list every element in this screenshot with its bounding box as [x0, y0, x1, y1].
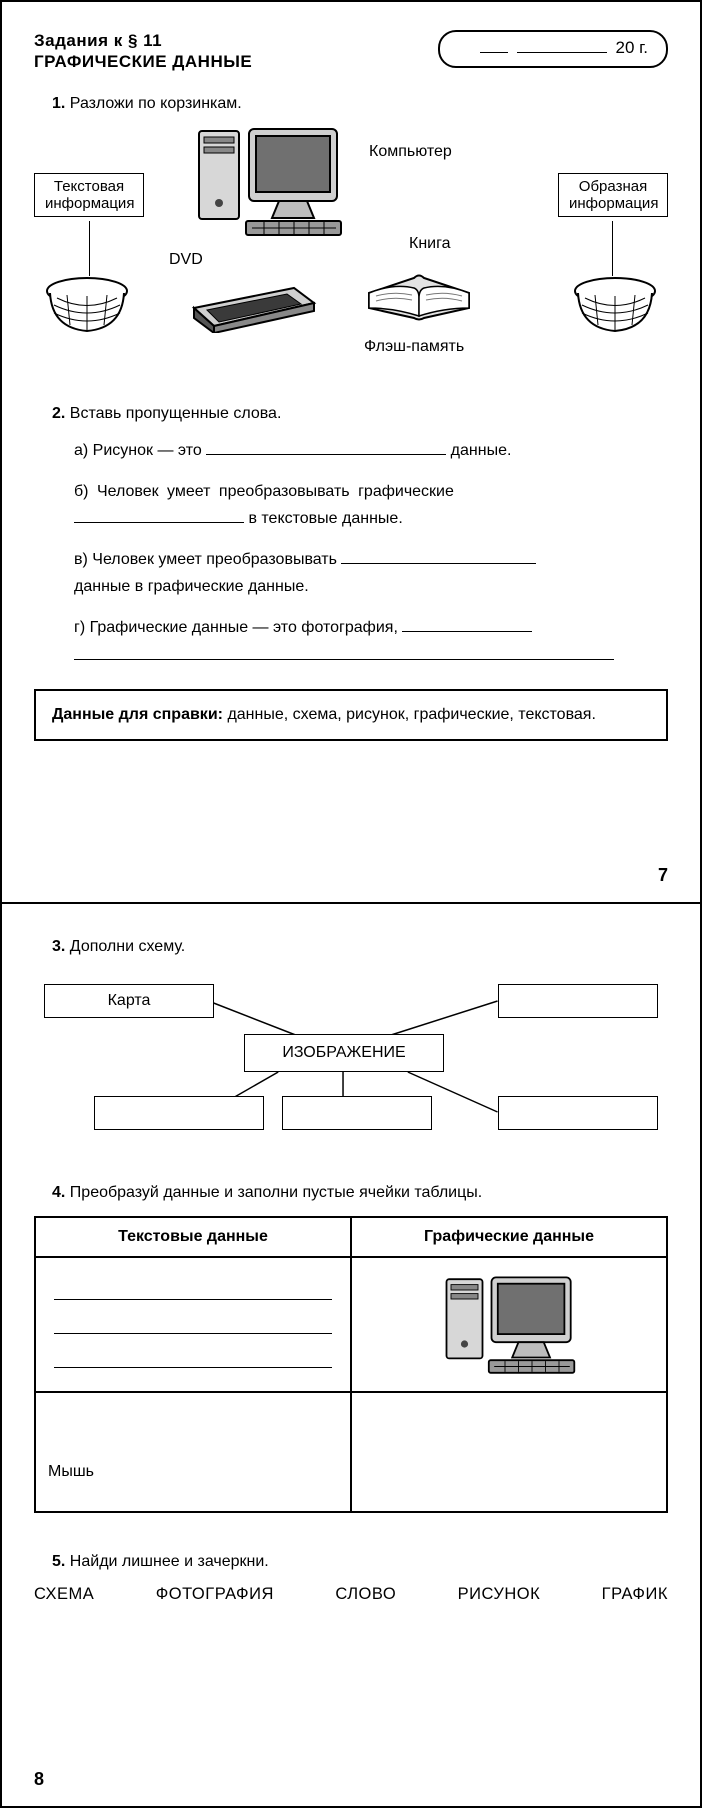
- task2-text: Вставь пропущенные слова.: [70, 405, 282, 422]
- task3-num: 3.: [52, 938, 65, 955]
- page-8: 3. Дополни схему. Карта ИЗОБРАЖЕНИЕ 4. П…: [0, 904, 702, 1808]
- task1-num: 1.: [52, 95, 65, 112]
- task5-words[interactable]: СХЕМА ФОТОГРАФИЯ СЛОВО РИСУНОК ГРАФИК: [34, 1585, 668, 1604]
- task4-table: Текстовые данные Графические данные: [34, 1216, 668, 1513]
- flash-label: Флэш-память: [364, 338, 464, 356]
- book-label: Книга: [409, 235, 450, 253]
- ref-label: Данные для справки:: [52, 706, 223, 723]
- page-7: Задания к § 11 ГРАФИЧЕСКИЕ ДАННЫЕ 20 г. …: [0, 0, 702, 904]
- word-1[interactable]: ФОТОГРАФИЯ: [156, 1585, 274, 1604]
- task5-num: 5.: [52, 1553, 65, 1570]
- header-title: Задания к § 11 ГРАФИЧЕСКИЕ ДАННЫЕ: [34, 30, 252, 73]
- task3-schema: Карта ИЗОБРАЖЕНИЕ: [34, 974, 668, 1154]
- word-3[interactable]: РИСУНОК: [458, 1585, 541, 1604]
- book-icon: [364, 258, 474, 323]
- schema-box-bc[interactable]: [282, 1096, 432, 1130]
- task2-b: б) Человек умеет преобразовывать графиче…: [74, 478, 668, 532]
- computer-icon-2: [442, 1272, 577, 1377]
- reference-box: Данные для справки: данные, схема, рисун…: [34, 689, 668, 741]
- task-2: 2. Вставь пропущенные слова.: [52, 405, 668, 423]
- text-info-box: Текстовая информация: [34, 173, 144, 217]
- task2-num: 2.: [52, 405, 65, 422]
- header-line2: ГРАФИЧЕСКИЕ ДАННЫЕ: [34, 51, 252, 72]
- task4-num: 4.: [52, 1184, 65, 1201]
- task5-text: Найди лишнее и зачеркни.: [70, 1553, 269, 1570]
- ref-text: данные, схема, рисунок, графические, тек…: [227, 706, 595, 723]
- page-number-8: 8: [34, 1769, 44, 1790]
- t4-r2c2[interactable]: [351, 1392, 667, 1512]
- schema-box-bl[interactable]: [94, 1096, 264, 1130]
- dvd-player-icon: [189, 278, 319, 333]
- computer-label: Компьютер: [369, 143, 452, 161]
- task2-d: г) Графические данные — это фотография,: [74, 614, 668, 668]
- task2-c: в) Человек умеет преобразовывать данные …: [74, 546, 668, 600]
- t4-r2c1: Мышь: [35, 1392, 351, 1512]
- page-number-7: 7: [658, 865, 668, 886]
- task4-text: Преобразуй данные и заполни пустые ячейк…: [70, 1184, 482, 1201]
- t4-col2: Графические данные: [351, 1217, 667, 1257]
- image-info-box: Образная информация: [558, 173, 668, 217]
- header-line1: Задания к § 11: [34, 30, 252, 51]
- t4-r1c1[interactable]: [35, 1257, 351, 1392]
- schema-center: ИЗОБРАЖЕНИЕ: [244, 1034, 444, 1072]
- dvd-label: DVD: [169, 251, 203, 269]
- basket-right-icon: [570, 273, 660, 333]
- schema-karta: Карта: [44, 984, 214, 1018]
- schema-box-tr[interactable]: [498, 984, 658, 1018]
- blank-2a[interactable]: [206, 441, 446, 455]
- header: Задания к § 11 ГРАФИЧЕСКИЕ ДАННЫЕ 20 г.: [34, 30, 668, 73]
- task2-a: а) Рисунок — это данные.: [74, 437, 668, 464]
- task-5: 5. Найди лишнее и зачеркни.: [52, 1553, 668, 1571]
- task-3: 3. Дополни схему.: [52, 938, 668, 956]
- word-2[interactable]: СЛОВО: [335, 1585, 396, 1604]
- word-4[interactable]: ГРАФИК: [602, 1585, 668, 1604]
- task3-text: Дополни схему.: [70, 938, 185, 955]
- task1-text: Разложи по корзинкам.: [70, 95, 242, 112]
- schema-box-br[interactable]: [498, 1096, 658, 1130]
- task-1: 1. Разложи по корзинкам.: [52, 95, 668, 113]
- task-4: 4. Преобразуй данные и заполни пустые яч…: [52, 1184, 668, 1202]
- basket-left-icon: [42, 273, 132, 333]
- computer-icon: [194, 123, 344, 238]
- word-0[interactable]: СХЕМА: [34, 1585, 94, 1604]
- blank-2d2[interactable]: [74, 646, 614, 660]
- task1-diagram: Текстовая информация Образная информация: [34, 123, 668, 383]
- t4-col1: Текстовые данные: [35, 1217, 351, 1257]
- t4-r1c2: [351, 1257, 667, 1392]
- blank-2b[interactable]: [74, 509, 244, 523]
- blank-2d1[interactable]: [402, 618, 532, 632]
- date-field[interactable]: 20 г.: [438, 30, 668, 68]
- blank-2c[interactable]: [341, 550, 536, 564]
- year-suffix: 20 г.: [616, 38, 648, 57]
